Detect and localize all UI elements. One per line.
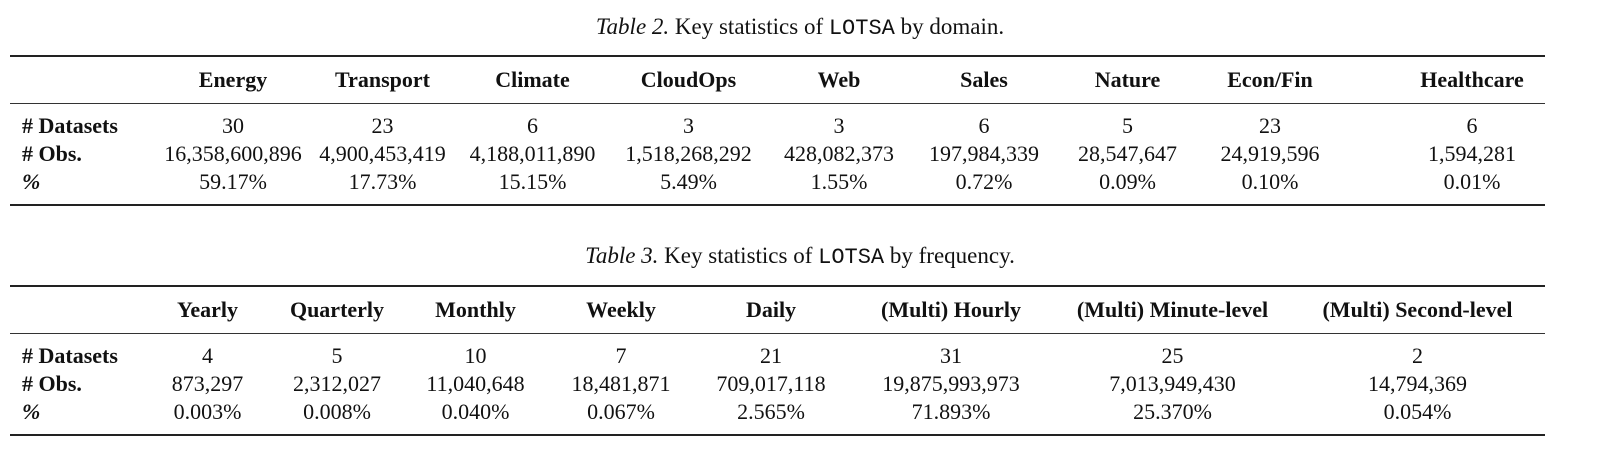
column-header: Weekly — [586, 297, 656, 322]
row-label: # Obs. — [22, 141, 82, 166]
table-cell: 30 — [222, 113, 244, 138]
column-header: (Multi) Hourly — [881, 297, 1021, 322]
row-label: # Obs. — [22, 371, 82, 396]
table-cell: 0.09% — [1099, 169, 1156, 194]
table-cell: 6 — [978, 113, 990, 138]
table-cell: 1,518,268,292 — [625, 141, 752, 166]
table-cell: 7,013,949,430 — [1109, 371, 1236, 396]
table-cell: 197,984,339 — [929, 141, 1039, 166]
column-header: Web — [817, 67, 861, 92]
header-row: Energy Transport Climate CloudOps Web Sales Na… — [10, 56, 1545, 104]
row-label: # Datasets — [22, 113, 118, 138]
table-cell: 5 — [1122, 113, 1133, 138]
table-cell: 71.893% — [911, 399, 991, 424]
table-cell: 14,794,369 — [1368, 371, 1467, 396]
table2-caption-label: Table 2. — [595, 14, 670, 39]
table-cell: 4,188,011,890 — [469, 141, 596, 166]
table-cell: 2.565% — [737, 399, 805, 424]
table-row: # Obs. 873,297 2,312,027 11,040,648 18,481,8… — [10, 370, 1545, 398]
table2-domain-stats: Energy Transport Climate CloudOps Web Sales Na… — [10, 55, 1545, 206]
caption-text: by domain. — [900, 14, 1005, 39]
table-cell: 23 — [371, 113, 394, 138]
header-row: Yearly Quarterly Monthly Weekly Daily (Multi)… — [10, 286, 1545, 334]
table-cell: 4 — [202, 343, 213, 368]
table-cell: 3 — [833, 113, 845, 138]
table-cell: 21 — [760, 343, 782, 368]
table-cell: 2 — [1412, 343, 1423, 368]
table-cell: 10 — [464, 343, 487, 368]
table-cell: 25 — [1161, 343, 1184, 368]
table-cell: 3 — [683, 113, 694, 138]
table-cell: 19,875,993,973 — [882, 371, 1020, 396]
column-header: Healthcare — [1420, 67, 1524, 92]
column-header: Sales — [960, 67, 1008, 92]
table-cell: 28,547,647 — [1078, 141, 1177, 166]
corner-cell — [10, 286, 145, 334]
column-header: Climate — [495, 67, 570, 92]
column-header: Energy — [198, 67, 268, 92]
table2-caption: Table 2. Key statistics of LOTSA by doma… — [0, 14, 1600, 41]
table-cell: 24,919,596 — [1220, 141, 1320, 166]
table-cell: 25.370% — [1133, 399, 1212, 424]
caption-mono: LOTSA — [828, 16, 895, 41]
row-label: % — [22, 399, 41, 424]
table-cell: 1.55% — [810, 169, 868, 194]
table-cell: 873,297 — [171, 371, 244, 396]
row-label: % — [22, 169, 41, 194]
table-cell: 0.067% — [587, 399, 655, 424]
column-header: Transport — [335, 67, 430, 92]
table-cell: 0.01% — [1443, 169, 1501, 194]
table-cell: 7 — [615, 343, 627, 368]
column-header: Daily — [745, 297, 797, 322]
table-row: # Datasets 4 5 10 7 21 31 25 2 — [10, 334, 1545, 371]
table-cell: 0.008% — [303, 399, 371, 424]
table-cell: 15.15% — [498, 169, 567, 194]
table-cell: 6 — [1466, 113, 1478, 138]
table-cell: 0.040% — [441, 399, 510, 424]
table-cell: 1,594,281 — [1428, 141, 1516, 166]
table-cell: 428,082,373 — [784, 141, 894, 166]
column-header: Nature — [1094, 67, 1161, 92]
column-header: Econ/Fin — [1227, 67, 1313, 92]
column-header: Quarterly — [289, 297, 385, 322]
table-cell: 5 — [331, 343, 343, 368]
column-header: Yearly — [176, 297, 239, 322]
table-cell: 5.49% — [660, 169, 717, 194]
table-cell: 59.17% — [199, 169, 267, 194]
column-header: CloudOps — [640, 67, 737, 92]
table-cell: 709,017,118 — [716, 371, 826, 396]
table3-caption-label: Table 3. — [585, 243, 659, 268]
table-cell: 6 — [527, 113, 538, 138]
table-cell: 0.10% — [1241, 169, 1299, 194]
caption-text: Key statistics of — [664, 243, 813, 268]
table-cell: 0.003% — [173, 399, 242, 424]
caption-text: by frequency. — [889, 243, 1015, 268]
table-cell: 16,358,600,896 — [164, 141, 302, 166]
caption-text: Key statistics of — [674, 14, 824, 39]
table-cell: 0.054% — [1383, 399, 1452, 424]
table-cell: 11,040,648 — [426, 371, 525, 396]
table-row: # Datasets 30 23 6 3 3 6 5 23 6 — [10, 104, 1545, 141]
table3-caption: Table 3. Key statistics of LOTSA by freq… — [0, 243, 1600, 270]
table-row: % 0.003% 0.008% 0.040% 0.067% 2.565% 71.893% 25… — [10, 398, 1545, 435]
table-cell: 31 — [940, 343, 962, 368]
corner-cell — [10, 56, 155, 104]
table3-frequency-stats: Yearly Quarterly Monthly Weekly Daily (Multi)… — [10, 285, 1545, 436]
table-cell: 0.72% — [955, 169, 1013, 194]
table-row: % 59.17% 17.73% 15.15% 5.49% 1.55% 0.72% 0.09% 0… — [10, 168, 1545, 205]
table-row: # Obs. 16,358,600,896 4,900,453,419 4,188,0… — [10, 140, 1545, 168]
table-cell: 23 — [1259, 113, 1281, 138]
column-header: (Multi) Minute-level — [1076, 297, 1269, 322]
column-header: Monthly — [435, 297, 516, 322]
table-cell: 18,481,871 — [571, 371, 671, 396]
row-label: # Datasets — [22, 343, 118, 368]
table-cell: 17.73% — [348, 169, 417, 194]
table-cell: 4,900,453,419 — [319, 141, 446, 166]
column-header: (Multi) Second-level — [1322, 297, 1513, 322]
table-cell: 2,312,027 — [293, 371, 381, 396]
caption-mono: LOTSA — [818, 245, 885, 270]
